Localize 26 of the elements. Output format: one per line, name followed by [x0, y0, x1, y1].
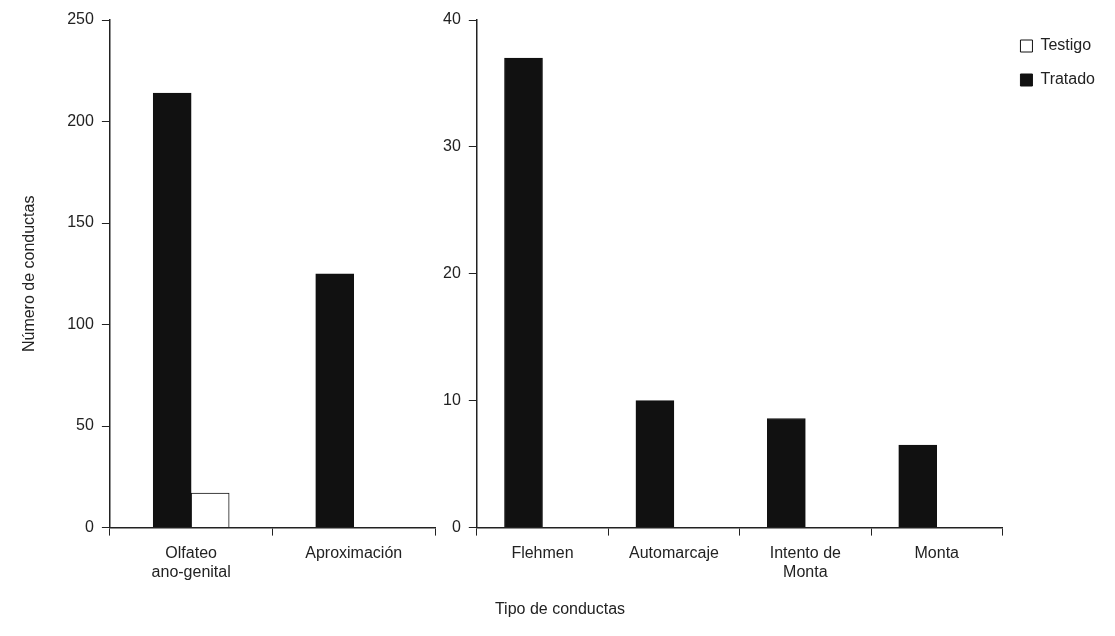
- x-tick-label: Monta: [914, 543, 960, 561]
- y-tick-label: 100: [67, 314, 94, 332]
- y-tick-label: 30: [443, 137, 461, 155]
- y-tick-label: 250: [67, 10, 94, 28]
- x-tick-label: Flehmen: [511, 543, 574, 561]
- y-tick-label: 0: [84, 518, 94, 536]
- y-tick-label: 200: [67, 111, 94, 129]
- y-axis-title: Número de conductas: [20, 195, 38, 353]
- y-tick-label: 0: [451, 518, 461, 536]
- bar: [635, 400, 675, 528]
- y-tick-label: 150: [67, 213, 94, 231]
- y-tick-label: 50: [76, 416, 94, 434]
- x-tick-label: Automarcaje: [629, 543, 719, 561]
- y-tick-label: 40: [443, 10, 461, 28]
- bar: [504, 57, 543, 528]
- legend-label: Testigo: [1040, 36, 1092, 54]
- x-tick-label: Olfateo ano-genital: [151, 543, 231, 580]
- bar: [898, 444, 938, 528]
- y-tick-label: 20: [443, 264, 461, 282]
- bar: [315, 273, 355, 528]
- bar: [767, 418, 806, 528]
- x-axis-title: Tipo de conductas: [493, 600, 627, 618]
- x-tick-label: Aproximación: [305, 543, 403, 561]
- x-tick-label: Intento de Monta: [769, 543, 842, 580]
- legend-label: Tratado: [1040, 70, 1096, 88]
- y-tick-label: 10: [443, 391, 461, 409]
